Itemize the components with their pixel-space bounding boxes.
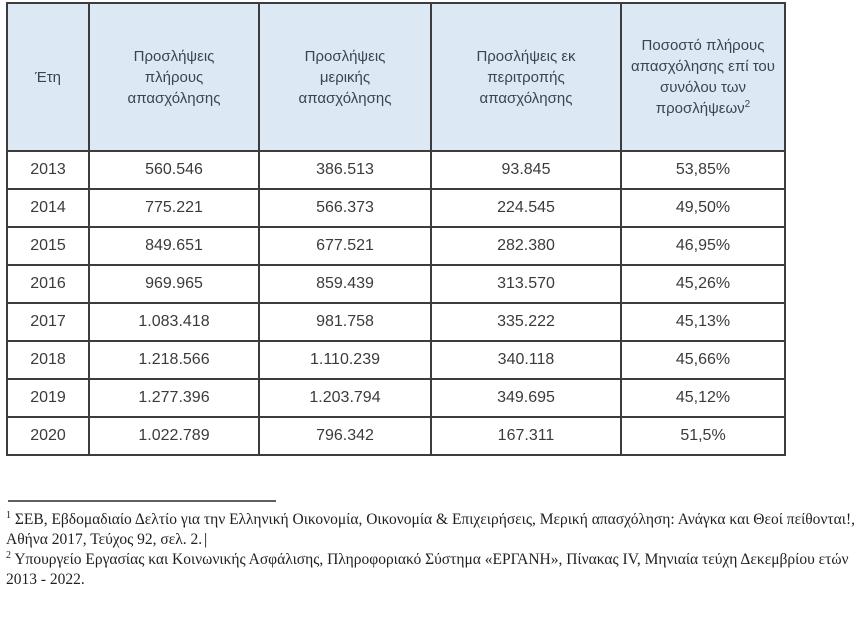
footnote-2-marker: 2 <box>6 549 11 561</box>
col-header-years-label: Έτη <box>34 68 62 86</box>
percent-cell: 51,5% <box>620 416 786 456</box>
rotational-cell: 313.570 <box>430 264 622 304</box>
rotational-cell: 93.845 <box>430 150 622 190</box>
employment-hirings-table: Έτη Προσλήψεις πλήρους απασχόλησης Προσλ… <box>6 2 786 456</box>
col-header-part-time: Προσλήψεις μερικής απασχόλησης <box>258 2 432 152</box>
part-time-cell: 1.203.794 <box>258 378 432 418</box>
table-row: 2014 775.221 566.373 224.545 49,50% <box>6 188 786 228</box>
footnote-separator <box>8 500 276 502</box>
table-row: 2018 1.218.566 1.110.239 340.118 45,66% <box>6 340 786 380</box>
year-cell: 2014 <box>6 188 90 228</box>
part-time-cell: 1.110.239 <box>258 340 432 380</box>
col-header-part-time-label: Προσλήψεις μερικής απασχόλησης <box>298 47 392 107</box>
col-header-percent: Ποσοστό πλήρους απασχόλησης επί του συνό… <box>620 2 786 152</box>
percent-cell: 45,12% <box>620 378 786 418</box>
year-cell: 2017 <box>6 302 90 342</box>
year-cell: 2013 <box>6 150 90 190</box>
footnote-1-text: ΣΕΒ, Εβδομαδιαίο Δελτίο για την Ελληνική… <box>6 511 855 548</box>
year-cell: 2019 <box>6 378 90 418</box>
part-time-cell: 677.521 <box>258 226 432 266</box>
year-cell: 2016 <box>6 264 90 304</box>
percent-cell: 45,26% <box>620 264 786 304</box>
footnote-1-marker: 1 <box>6 509 11 521</box>
col-header-full-time: Προσλήψεις πλήρους απασχόλησης <box>88 2 260 152</box>
footnote-2-text: Υπουργείο Εργασίας και Κοινωνικής Ασφάλι… <box>6 551 849 588</box>
rotational-cell: 282.380 <box>430 226 622 266</box>
footnotes-section: 1 ΣΕΒ, Εβδομαδιαίο Δελτίο για την Ελληνι… <box>6 500 858 590</box>
table-row: 2019 1.277.396 1.203.794 349.695 45,12% <box>6 378 786 418</box>
percent-cell: 46,95% <box>620 226 786 266</box>
full-time-cell: 560.546 <box>88 150 260 190</box>
table-row: 2017 1.083.418 981.758 335.222 45,13% <box>6 302 786 342</box>
percent-cell: 53,85% <box>620 150 786 190</box>
year-cell: 2020 <box>6 416 90 456</box>
rotational-cell: 340.118 <box>430 340 622 380</box>
part-time-cell: 386.513 <box>258 150 432 190</box>
part-time-cell: 566.373 <box>258 188 432 228</box>
full-time-cell: 849.651 <box>88 226 260 266</box>
col-header-rotational-label: Προσλήψεις εκ περιτροπής απασχόλησης <box>476 47 576 107</box>
year-cell: 2018 <box>6 340 90 380</box>
full-time-cell: 1.083.418 <box>88 302 260 342</box>
percent-cell: 45,66% <box>620 340 786 380</box>
full-time-cell: 1.277.396 <box>88 378 260 418</box>
col-header-percent-label: Ποσοστό πλήρους απασχόλησης επί του συνό… <box>631 37 775 117</box>
rotational-cell: 167.311 <box>430 416 622 456</box>
percent-cell: 45,13% <box>620 302 786 342</box>
part-time-cell: 981.758 <box>258 302 432 342</box>
table-row: 2020 1.022.789 796.342 167.311 51,5% <box>6 416 786 456</box>
full-time-cell: 969.965 <box>88 264 260 304</box>
table-row: 2016 969.965 859.439 313.570 45,26% <box>6 264 786 304</box>
year-cell: 2015 <box>6 226 90 266</box>
text-cursor: | <box>204 531 208 548</box>
table-row: 2013 560.546 386.513 93.845 53,85% <box>6 150 786 190</box>
col-header-rotational: Προσλήψεις εκ περιτροπής απασχόλησης <box>430 2 622 152</box>
rotational-cell: 349.695 <box>430 378 622 418</box>
col-header-years: Έτη <box>6 2 90 152</box>
col-header-full-time-label: Προσλήψεις πλήρους απασχόλησης <box>127 47 221 107</box>
full-time-cell: 1.022.789 <box>88 416 260 456</box>
footnote-1: 1 ΣΕΒ, Εβδομαδιαίο Δελτίο για την Ελληνι… <box>6 510 858 550</box>
full-time-cell: 775.221 <box>88 188 260 228</box>
table-row: 2015 849.651 677.521 282.380 46,95% <box>6 226 786 266</box>
footnote-ref-2: 2 <box>744 99 751 110</box>
full-time-cell: 1.218.566 <box>88 340 260 380</box>
percent-cell: 49,50% <box>620 188 786 228</box>
part-time-cell: 796.342 <box>258 416 432 456</box>
rotational-cell: 335.222 <box>430 302 622 342</box>
part-time-cell: 859.439 <box>258 264 432 304</box>
rotational-cell: 224.545 <box>430 188 622 228</box>
table-header-row: Έτη Προσλήψεις πλήρους απασχόλησης Προσλ… <box>6 2 786 152</box>
footnote-2: 2 Υπουργείο Εργασίας και Κοινωνικής Ασφά… <box>6 550 858 590</box>
